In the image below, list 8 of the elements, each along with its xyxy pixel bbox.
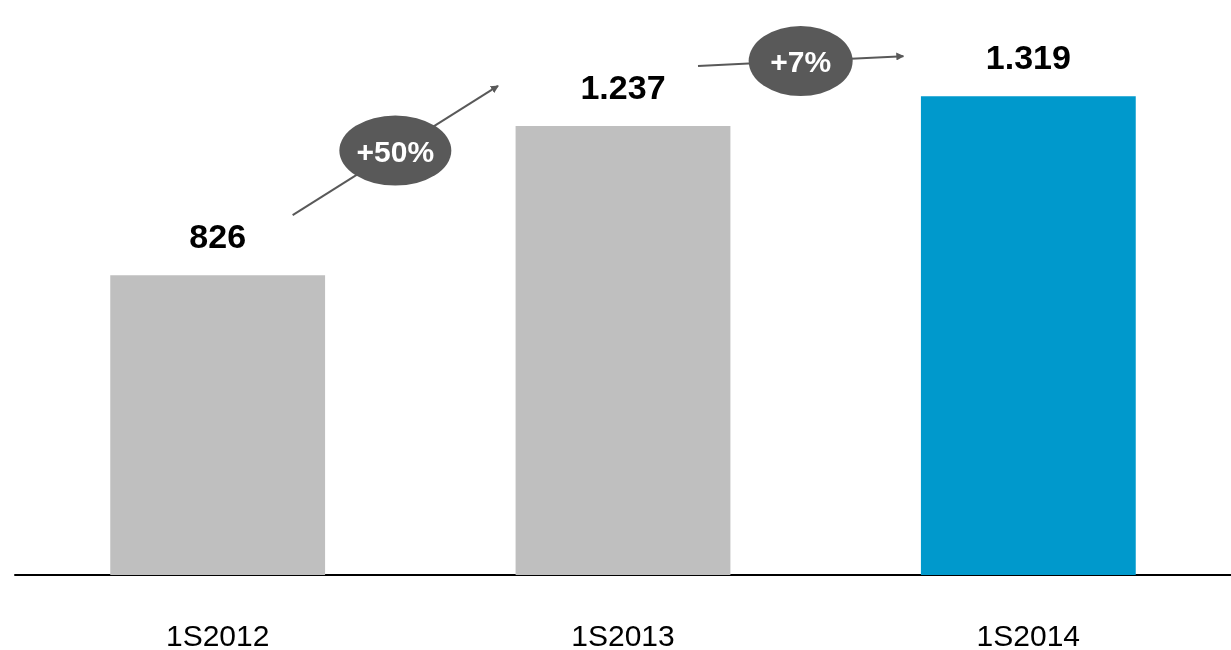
text: +7% [770,45,832,79]
x-tick-label: 1S2012 [165,618,270,650]
data-label: 1.319 [985,38,1071,77]
x-tick-label: 1S2014 [976,618,1081,650]
x-tick-label: 1S2013 [571,618,675,650]
data-label: 1.237 [580,67,666,106]
data-label: 826 [189,217,247,256]
annotation: +50% [356,134,435,168]
